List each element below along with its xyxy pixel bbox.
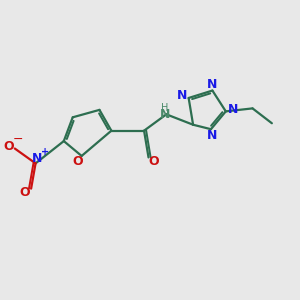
Text: N: N <box>177 89 187 102</box>
Text: H: H <box>161 103 169 113</box>
Text: N: N <box>228 103 238 116</box>
Text: N: N <box>32 152 42 165</box>
Text: N: N <box>160 108 170 122</box>
Text: O: O <box>19 186 30 199</box>
Text: +: + <box>41 147 49 157</box>
Text: O: O <box>3 140 13 153</box>
Text: O: O <box>148 155 159 168</box>
Text: N: N <box>207 77 218 91</box>
Text: O: O <box>73 155 83 168</box>
Text: −: − <box>13 133 24 146</box>
Text: N: N <box>207 129 218 142</box>
